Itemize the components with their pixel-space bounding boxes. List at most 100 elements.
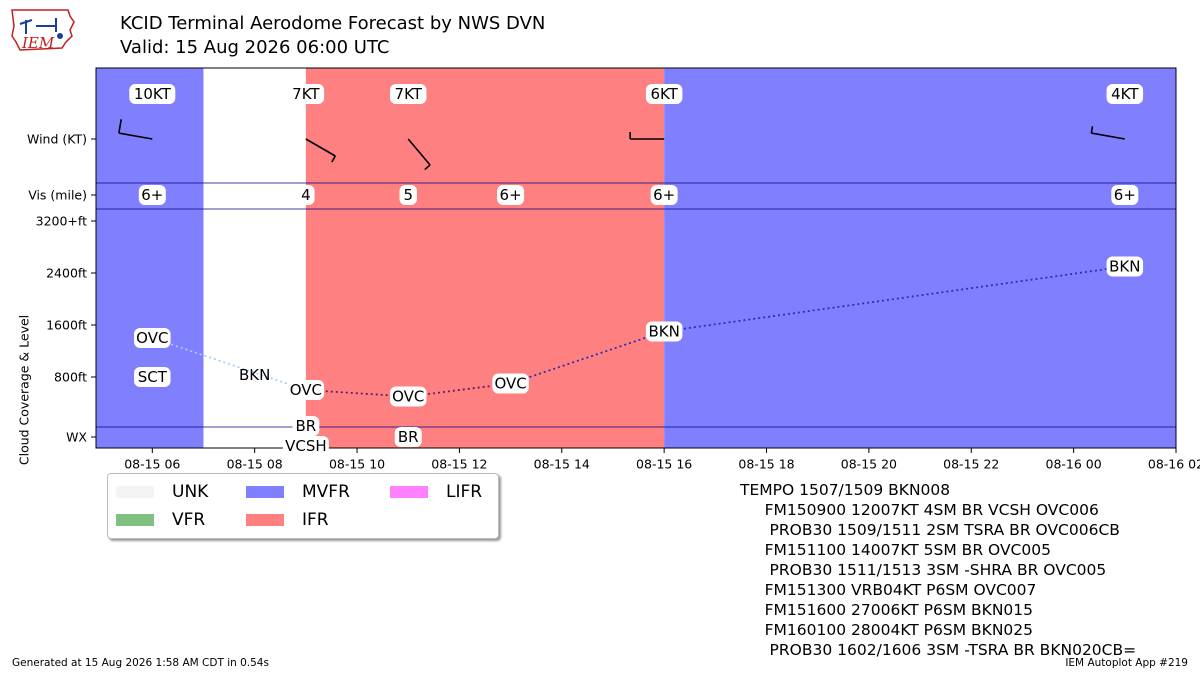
weather-label: BR xyxy=(295,417,316,435)
logo-text: IEM xyxy=(21,34,55,52)
wind-barb xyxy=(305,138,336,157)
wind-speed-label-box xyxy=(389,84,427,104)
weather-label-box xyxy=(394,427,422,447)
taf-line: PROB30 1602/1606 3SM -TSRA BR BKN020CB= xyxy=(740,641,1137,659)
x-tick-label: 08-15 10 xyxy=(329,457,385,471)
x-tick-label: 08-15 18 xyxy=(738,457,794,471)
legend-label: MVFR xyxy=(302,482,350,502)
cloud-label-box xyxy=(287,380,325,400)
cloud-label: OVC xyxy=(494,375,526,393)
legend-item-lifr: LIFR xyxy=(390,482,482,502)
legend-swatch xyxy=(246,514,284,526)
y-row-label: WX xyxy=(66,430,87,445)
taf-line: FM151300 VRB04KT P6SM OVC007 xyxy=(740,581,1037,599)
cloud-label: BKN xyxy=(648,323,679,341)
legend-label: UNK xyxy=(172,482,209,502)
cloud-label-box xyxy=(134,367,171,387)
legend-label: VFR xyxy=(172,510,206,530)
plot-frame xyxy=(95,67,1177,449)
visibility-label: 6+ xyxy=(141,186,163,204)
legend: UNK MVFR LIFR VFR IFR xyxy=(107,473,499,539)
x-tick-label: 08-16 00 xyxy=(1046,457,1102,471)
category-band-mvfr xyxy=(664,68,1176,448)
footer-generated: Generated at 15 Aug 2026 1:58 AM CDT in … xyxy=(12,657,269,669)
legend-swatch xyxy=(116,486,154,498)
cloud-label-box xyxy=(389,386,427,407)
visibility-label: 5 xyxy=(403,186,413,204)
taf-line: TEMPO 1507/1509 BKN008 xyxy=(740,481,951,499)
weather-label-box xyxy=(282,436,329,456)
wind-barb xyxy=(1091,132,1125,140)
wind-barb xyxy=(118,132,153,140)
x-tick-label: 08-15 08 xyxy=(227,457,283,471)
cloud-label-box xyxy=(1106,256,1144,277)
visibility-label-box xyxy=(399,185,417,205)
y-level-label: 2400ft xyxy=(46,266,87,281)
x-tick-label: 08-15 16 xyxy=(636,457,692,471)
visibility-label-box xyxy=(138,185,166,205)
visibility-label: 6+ xyxy=(1114,186,1136,204)
taf-line: FM151100 14007KT 5SM BR OVC005 xyxy=(740,541,1051,559)
y-row-label: Wind (KT) xyxy=(27,132,87,147)
wind-speed-label-box xyxy=(129,84,176,104)
x-tick-label: 08-16 02 xyxy=(1148,457,1200,471)
iem-logo: IEM xyxy=(8,6,78,62)
y-level-label: 1600ft xyxy=(46,318,87,333)
weather-label: BR xyxy=(398,428,419,446)
weather-label-box xyxy=(292,416,320,436)
y-level-label: 3200+ft xyxy=(36,214,87,229)
wind-barb-feather xyxy=(1090,126,1094,134)
y-level-label: 800ft xyxy=(54,370,87,385)
cloud-label: BKN xyxy=(239,366,270,384)
legend-label: IFR xyxy=(302,510,329,530)
x-tick-label: 08-15 20 xyxy=(841,457,897,471)
ceiling-line-segment xyxy=(152,337,307,391)
cloud-label-box xyxy=(134,328,171,348)
taf-raw-text: TEMPO 1507/1509 BKN008 FM150900 12007KT … xyxy=(740,480,1136,660)
taf-line: FM150900 12007KT 4SM BR VCSH OVC006 xyxy=(740,501,1099,519)
legend-item-ifr: IFR xyxy=(246,510,329,530)
visibility-label-box xyxy=(497,185,525,205)
x-tick-label: 08-15 22 xyxy=(943,457,999,471)
ceiling-line-segment xyxy=(510,330,665,385)
cloud-label-box xyxy=(645,321,683,342)
legend-label: LIFR xyxy=(446,482,483,502)
taf-line: FM151600 27006KT P6SM BKN015 xyxy=(740,601,1034,619)
taf-line: PROB30 1509/1511 2SM TSRA BR OVC006CB xyxy=(740,521,1120,539)
weather-label: VCSH xyxy=(285,437,327,455)
wind-speed-label: 7KT xyxy=(395,85,423,103)
x-tick-label: 08-15 12 xyxy=(431,457,487,471)
wind-speed-label-box xyxy=(1106,84,1144,104)
category-band-ifr xyxy=(305,68,665,448)
chart-title: KCID Terminal Aerodome Forecast by NWS D… xyxy=(120,13,546,34)
wind-speed-label: 7KT xyxy=(292,85,320,103)
visibility-label-box xyxy=(650,185,678,205)
footer-app: IEM Autoplot App #219 xyxy=(1065,657,1188,669)
category-band-mvfr xyxy=(96,68,204,448)
wind-speed-label-box xyxy=(287,84,325,104)
wind-speed-label: 6KT xyxy=(650,85,678,103)
taf-line: PROB30 1511/1513 3SM -SHRA BR OVC005 xyxy=(740,561,1107,579)
cloud-label: OVC xyxy=(290,381,322,399)
cloud-label: BKN xyxy=(1109,258,1140,276)
wind-barb-feather xyxy=(331,155,336,163)
legend-item-unk: UNK xyxy=(116,482,208,502)
legend-swatch xyxy=(116,514,154,526)
wind-barb-feather xyxy=(118,119,123,134)
visibility-label: 6+ xyxy=(500,186,522,204)
legend-item-vfr: VFR xyxy=(116,510,205,530)
wind-speed-label: 10KT xyxy=(134,85,172,103)
legend-swatch xyxy=(246,486,284,498)
wind-barb-feather xyxy=(424,164,431,171)
x-tick-label: 08-15 06 xyxy=(124,457,180,471)
taf-chart: 08-15 06 08-15 08 08-15 10 08-15 12 08-15 14… xyxy=(17,67,1200,471)
visibility-label-box xyxy=(297,185,315,205)
cloud-label: OVC xyxy=(392,388,424,406)
chart-subtitle: Valid: 15 Aug 2026 06:00 UTC xyxy=(120,37,390,58)
cloud-label: OVC xyxy=(136,329,168,347)
x-tick-label: 08-15 14 xyxy=(534,457,590,471)
visibility-label: 4 xyxy=(301,186,311,204)
y-axis-title: Cloud Coverage & Level xyxy=(17,315,32,465)
visibility-label-box xyxy=(1111,185,1139,205)
legend-item-mvfr: MVFR xyxy=(246,482,350,502)
